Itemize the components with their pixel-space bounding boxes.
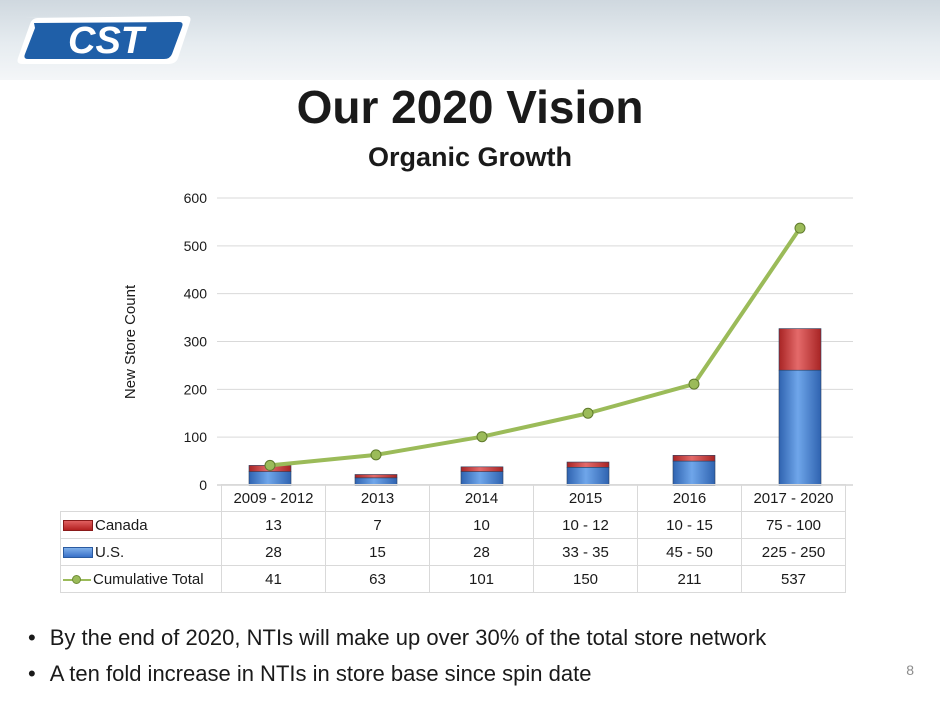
cumulative-total-point-3 [582,407,594,419]
table-row: Cumulative Total 41 63 101 150 211 537 [60,565,846,593]
row-label: Canada [60,511,222,539]
page-number: 8 [906,662,914,678]
store-growth-chart: 0 100 200 300 400 500 600 New Store Count [122,190,853,490]
table-cell: 211 [637,565,742,593]
page-title: Our 2020 Vision [296,81,644,133]
cumulative-total-line [269,227,802,468]
cumulative-total-point-0 [264,459,276,471]
legend-label: Canada [95,516,148,534]
table-cell: 28 [429,538,534,566]
table-cell: 10 - 15 [637,511,742,539]
legend-label: Cumulative Total [93,570,204,588]
bar-canada-2 [460,466,504,472]
y-tick-label: 600 [184,190,208,206]
bar-canada-1 [354,474,398,479]
bar-canada-5 [778,328,822,371]
table-cell: 150 [533,565,638,593]
category-label: 2015 [533,484,638,512]
legend-key-icon [63,547,93,559]
y-tick-label: 500 [184,238,208,254]
y-tick-label: 300 [184,334,208,350]
cumulative-total-point-4 [688,378,700,390]
bullet-item: By the end of 2020, NTIs will make up ov… [28,620,767,656]
legend-key-icon [63,520,93,532]
table-cell: 45 - 50 [637,538,742,566]
bullet-item: A ten fold increase in NTIs in store bas… [28,656,766,692]
y-tick-label: 0 [199,477,207,490]
table-cell: 537 [741,565,846,593]
cumulative-total-point-1 [370,449,382,461]
table-cell: 13 [221,511,326,539]
logo-text: CST [68,20,147,62]
y-tick-label: 100 [184,429,208,445]
category-label: 2013 [325,484,430,512]
table-cell: 225 - 250 [741,538,846,566]
row-label: Cumulative Total [60,565,222,593]
table-cell: 101 [429,565,534,593]
table-cell: 7 [325,511,430,539]
y-tick-label: 400 [184,286,208,302]
cst-logo: CST [17,16,191,64]
page-subtitle: Organic Growth [367,142,573,172]
legend-label: U.S. [95,543,125,561]
category-label: 2014 [429,484,534,512]
bar-us-5 [778,369,822,486]
y-axis-label: New Store Count [122,284,139,399]
bar-canada-3 [566,461,610,468]
table-cell: 10 [429,511,534,539]
table-header-row: 2009 - 2012 2013 2014 2015 2016 2017 - 2020 [61,484,846,512]
table-cell: 63 [325,565,430,593]
legend-key-icon [63,574,91,586]
cumulative-total-point-2 [476,431,488,443]
table-row: Canada 13 7 10 10 - 12 10 - 15 75 - 100 [60,511,846,539]
table-cell: 41 [221,565,326,593]
category-label: 2016 [637,484,742,512]
table-row: U.S. 28 15 28 33 - 35 45 - 50 225 - 250 [60,538,846,566]
bar-us-4 [672,460,716,486]
table-cell: 15 [325,538,430,566]
bar-canada-4 [672,455,716,462]
bar-us-2 [460,471,504,486]
y-tick-label: 200 [184,381,208,397]
cumulative-total-point-5 [794,222,806,234]
bar-us-0 [248,471,292,486]
category-label: 2017 - 2020 [741,484,846,512]
bullet-list: By the end of 2020, NTIs will make up ov… [28,620,767,692]
logo-shape [24,22,183,59]
table-cell: 10 - 12 [533,511,638,539]
table-cell: 33 - 35 [533,538,638,566]
chart-data-table: 2009 - 2012 2013 2014 2015 2016 2017 - 2020 C… [60,484,846,593]
table-cell: 75 - 100 [741,511,846,539]
table-cell: 28 [221,538,326,566]
row-label: U.S. [60,538,222,566]
category-label: 2009 - 2012 [221,484,326,512]
bar-us-3 [566,467,610,486]
